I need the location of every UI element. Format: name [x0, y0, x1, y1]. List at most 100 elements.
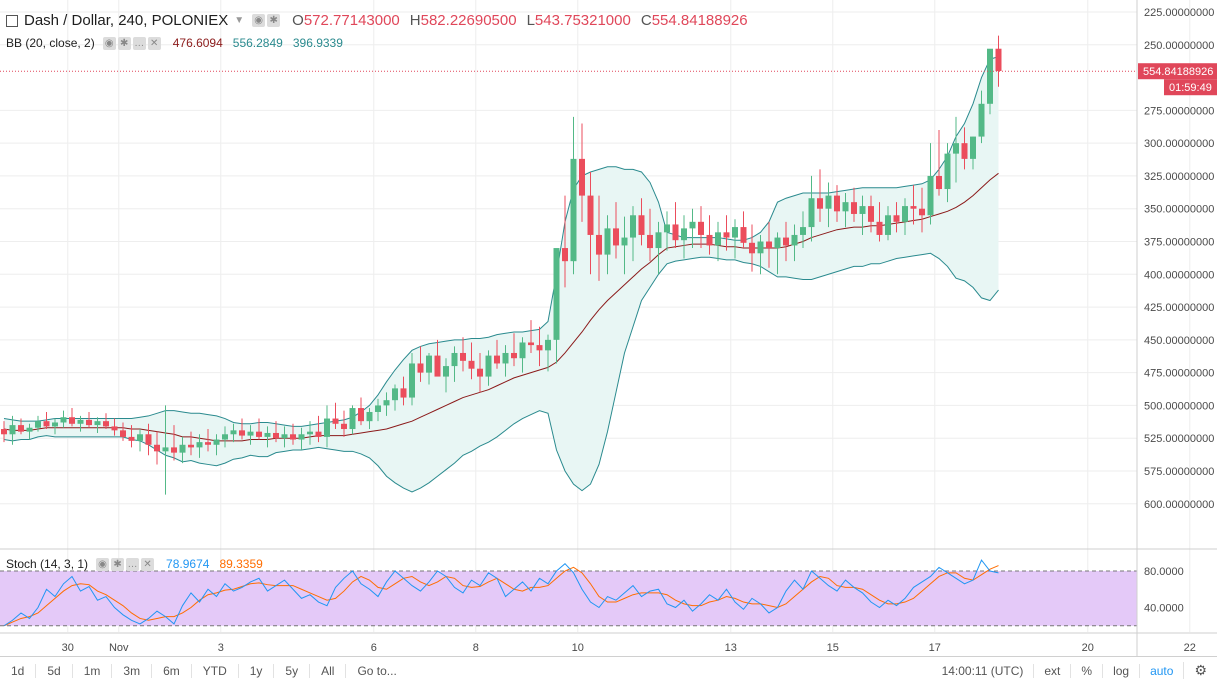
candle-body — [757, 241, 764, 254]
candle-body — [213, 439, 220, 445]
candle — [358, 397, 364, 426]
auto-button[interactable]: auto — [1139, 663, 1183, 678]
settings-icon[interactable]: ✱ — [117, 36, 131, 50]
timeframe-1y[interactable]: 1y — [239, 663, 275, 678]
chart-square-icon[interactable] — [6, 14, 18, 27]
goto-button[interactable]: Go to... — [357, 663, 397, 678]
close-value: 554.84188926 — [651, 12, 748, 29]
timeframe-1m[interactable]: 1m — [73, 663, 113, 678]
candle-body — [298, 434, 305, 440]
candle-body — [52, 422, 58, 427]
bb-basis-value: 476.6094 — [172, 36, 223, 50]
candle-body — [783, 237, 789, 246]
candle-body — [502, 352, 509, 364]
more-icon[interactable]: … — [132, 36, 146, 50]
candle — [349, 405, 356, 435]
gear-icon[interactable]: ⚙ — [1183, 662, 1217, 679]
candle — [281, 426, 288, 448]
candle — [876, 202, 883, 242]
candle — [451, 346, 458, 382]
candle — [485, 350, 492, 386]
candle — [638, 198, 645, 246]
candle — [392, 384, 398, 411]
candle-body — [987, 48, 993, 104]
candle-body — [596, 234, 602, 255]
low-label: L — [526, 12, 535, 29]
candle — [307, 421, 313, 445]
last-price-label: 554.84188926 — [1143, 66, 1213, 78]
close-icon[interactable]: ✕ — [141, 557, 155, 571]
settings-icon[interactable]: ✱ — [111, 557, 125, 571]
chevron-down-icon[interactable]: ▼ — [234, 15, 245, 26]
candle-body — [859, 206, 866, 214]
candle-body — [774, 237, 781, 249]
candle — [587, 171, 594, 275]
candle — [978, 90, 985, 144]
candle — [749, 224, 755, 272]
candle — [740, 211, 747, 249]
timeframe-5d[interactable]: 5d — [36, 663, 73, 678]
log-button[interactable]: log — [1102, 663, 1139, 678]
stoch-label[interactable]: Stoch (14, 3, 1) — [6, 557, 89, 571]
countdown-tag — [1164, 79, 1217, 96]
candle-body — [808, 198, 815, 228]
candle-body — [86, 419, 92, 426]
candle-body — [553, 248, 560, 340]
chart-canvas[interactable]: 600.00000000 575.00000000 525.00000000 500.… — [0, 0, 1217, 656]
candle — [944, 143, 951, 203]
more-icon[interactable]: … — [126, 557, 140, 571]
candle — [205, 429, 211, 452]
open-value: 572.77143000 — [303, 12, 400, 29]
symbol-title[interactable]: Dash / Dollar, 240, POLONIEX — [24, 12, 229, 29]
eye-icon[interactable]: ◉ — [252, 14, 266, 27]
candle-body — [647, 234, 653, 249]
candle — [706, 215, 713, 255]
candle — [298, 427, 305, 451]
candle — [664, 211, 670, 251]
candle-body — [536, 345, 543, 351]
ext-button[interactable]: ext — [1033, 663, 1070, 678]
bb-lower-value: 396.9339 — [292, 36, 343, 50]
candle-body — [910, 206, 917, 209]
timeframe-3m[interactable]: 3m — [112, 663, 153, 678]
candle — [171, 425, 177, 461]
countdown-label: 01:59:49 — [1169, 82, 1212, 94]
timeframe-1d[interactable]: 1d — [0, 663, 37, 678]
candle — [324, 405, 330, 448]
bb-label[interactable]: BB (20, close, 2) — [6, 36, 95, 50]
candle-body — [222, 434, 228, 440]
candle — [859, 195, 866, 235]
bb-lower-line — [3, 252, 999, 493]
percent-button[interactable]: % — [1070, 663, 1102, 678]
eye-icon[interactable]: ◉ — [96, 557, 110, 571]
candle — [842, 192, 849, 228]
candle-body — [162, 447, 169, 452]
candle — [35, 415, 41, 432]
close-icon[interactable]: ✕ — [147, 36, 161, 50]
price-tick-label: 525.00000000 — [1144, 433, 1214, 445]
candle-body — [825, 195, 832, 209]
candle — [426, 352, 432, 385]
candle-body — [689, 221, 696, 229]
candle — [502, 345, 509, 377]
candle — [137, 429, 143, 452]
candle-body — [383, 400, 390, 406]
candle — [120, 422, 126, 441]
candle — [511, 333, 517, 367]
candle-body — [621, 237, 628, 246]
candle — [732, 219, 738, 259]
candle — [698, 206, 704, 249]
eye-icon[interactable]: ◉ — [102, 36, 116, 50]
candle-body — [145, 434, 152, 445]
timeframe-5y[interactable]: 5y — [274, 663, 311, 678]
candle-body — [9, 425, 16, 435]
candle-body — [179, 444, 186, 453]
timeframe-ytd[interactable]: YTD — [192, 663, 239, 678]
candle-body — [927, 175, 934, 216]
timeframe-6m[interactable]: 6m — [152, 663, 192, 678]
candle-body — [876, 221, 883, 235]
candle — [222, 426, 228, 448]
timeframe-all[interactable]: All — [310, 663, 347, 678]
candle-body — [868, 206, 874, 222]
settings-icon[interactable]: ✱ — [267, 14, 281, 27]
